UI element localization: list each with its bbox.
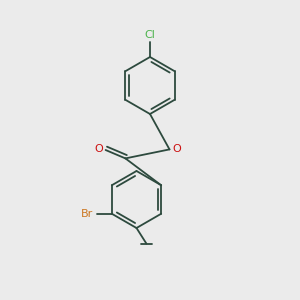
Text: Br: Br xyxy=(81,209,93,219)
Text: Cl: Cl xyxy=(145,31,155,40)
Text: O: O xyxy=(94,144,103,154)
Text: O: O xyxy=(172,144,181,154)
